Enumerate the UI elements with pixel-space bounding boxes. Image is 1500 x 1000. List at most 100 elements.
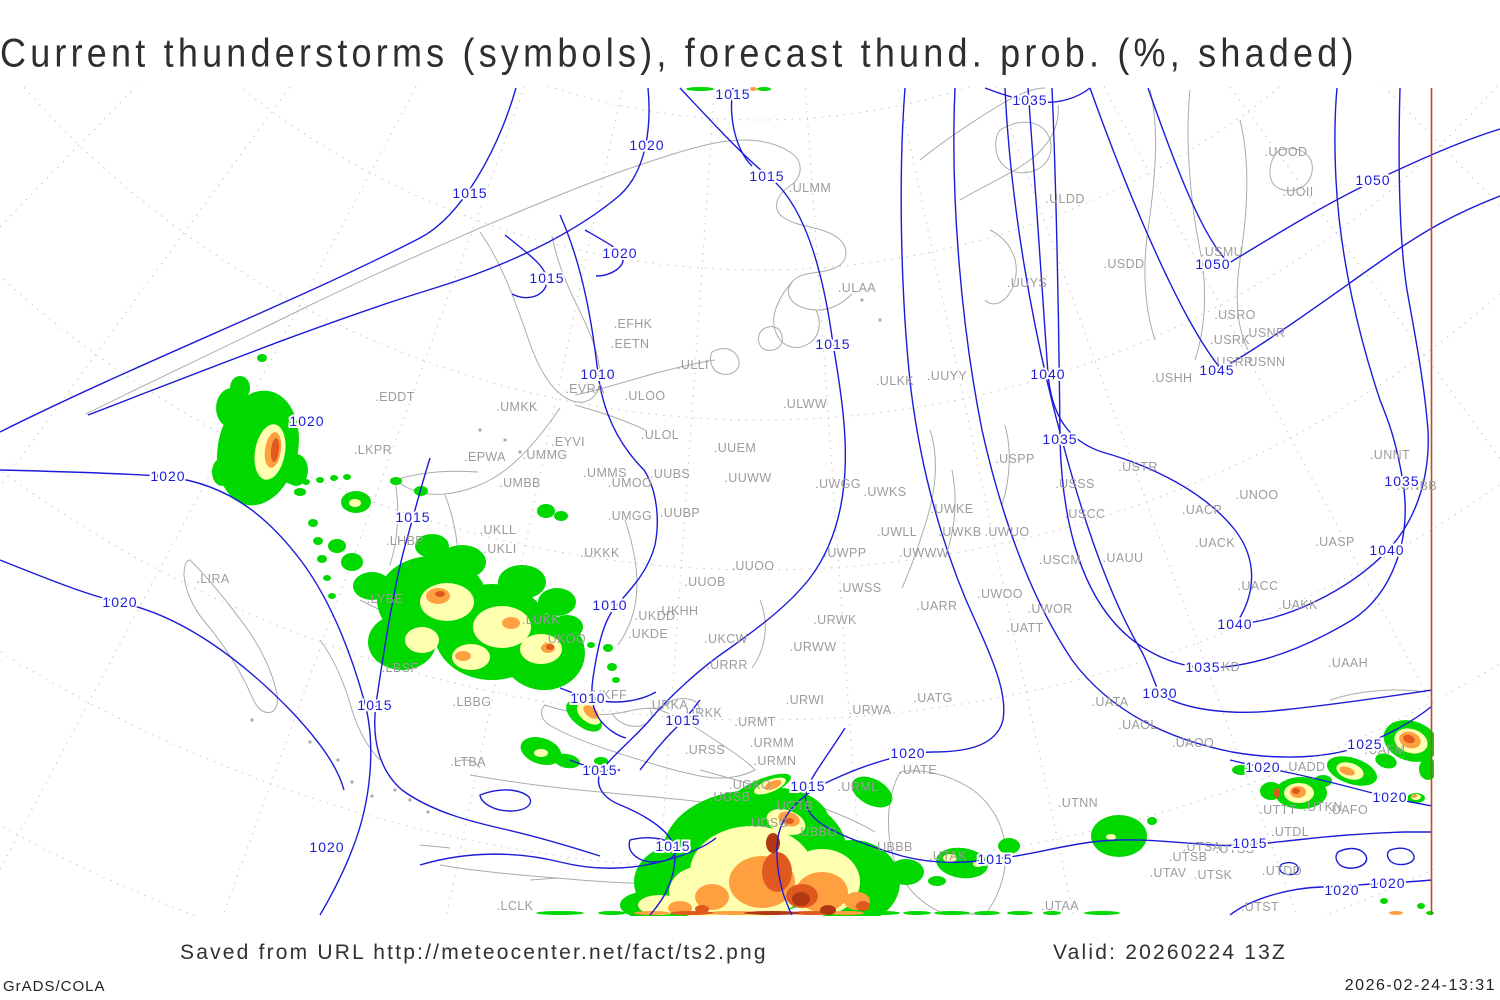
storm-probability-cell <box>598 911 626 915</box>
storm-probability-cell <box>353 572 391 600</box>
station-label: .UTAK <box>929 849 967 863</box>
station-label: .USDD <box>1104 257 1145 271</box>
storm-probability-cell <box>272 477 282 483</box>
coastline-path <box>85 142 716 415</box>
isobar-value-label: 1015 <box>665 712 700 728</box>
isobar-value-labels: 1015 1035 1020 1015 1050 1015 1020 1050 1015 1015… <box>100 84 1420 900</box>
isobar-value-label: 1015 <box>790 778 825 794</box>
station-label: .UGSB <box>710 790 751 804</box>
station-label: .EYVI <box>551 435 585 449</box>
isobar-value-label: 1015 <box>749 168 784 184</box>
coastline-path <box>709 348 740 375</box>
station-label: .UKCW <box>704 632 748 646</box>
storm-probability-cell <box>974 911 1000 915</box>
storm-probability-cell <box>1274 788 1280 798</box>
isobar-line <box>559 214 658 739</box>
isobar-line <box>1335 847 1368 869</box>
storm-probability-cell <box>534 749 548 757</box>
station-label: .URMT <box>734 715 776 729</box>
island-dot <box>878 318 882 322</box>
coastline-path <box>319 639 381 761</box>
island-dot <box>860 298 864 302</box>
coastline-path <box>394 470 479 481</box>
station-label: .UTTT <box>1259 803 1296 817</box>
station-label: .EDDT <box>375 390 415 404</box>
station-label: .UTST <box>1241 900 1279 914</box>
island-dot <box>308 740 312 744</box>
isobar-value-label: 1015 <box>655 838 690 854</box>
coastline-path <box>1187 89 1206 361</box>
station-label: .UAAH <box>1328 656 1368 670</box>
storm-probability-cell <box>1417 903 1425 909</box>
station-label: .UTDL <box>1271 825 1309 839</box>
station-label: .USHH <box>1152 371 1193 385</box>
isobar-line <box>1004 87 1433 713</box>
station-label: .UWGG <box>815 477 861 491</box>
station-label: .LIRA <box>196 572 230 586</box>
isobar-value-label: 1015 <box>529 270 564 286</box>
storm-probability-cell <box>749 87 757 91</box>
storm-probability-cell <box>762 852 792 892</box>
coastline-path <box>751 599 766 669</box>
storm-probability-cell <box>405 627 439 653</box>
storm-probability-cell <box>695 905 709 913</box>
station-label: .UTSA <box>1183 840 1222 854</box>
coastline-path <box>469 774 741 809</box>
storm-probability-cell <box>856 901 870 911</box>
station-label: .UTKN <box>1303 800 1343 814</box>
island-dot <box>426 810 430 814</box>
station-label: .UMBB <box>499 476 541 490</box>
coastline-path <box>919 87 1046 161</box>
storm-probability-cell <box>1411 794 1417 798</box>
coastline-path <box>758 326 783 351</box>
storm-probability-cell <box>316 477 324 483</box>
isobar-value-label: 1040 <box>1030 366 1065 382</box>
station-label: .USCC <box>1065 507 1106 521</box>
isobar-value-label: 1040 <box>1217 616 1252 632</box>
isobar-line <box>776 87 1005 916</box>
storm-probability-cell <box>1375 753 1397 769</box>
station-label: .UAKK <box>1278 598 1318 612</box>
station-label: .UAFO <box>1328 803 1368 817</box>
station-label: .UUWW <box>724 471 771 485</box>
isobar-line <box>374 457 601 857</box>
storm-probability-cell <box>230 376 250 400</box>
coastline-path <box>1001 424 1010 506</box>
coastline-path <box>899 770 1007 916</box>
storm-probability-cell <box>757 87 771 91</box>
station-label: .ULWW <box>783 397 827 411</box>
coastline-path <box>901 429 936 589</box>
station-label: .UDSG <box>747 816 789 830</box>
isobar-line <box>1229 759 1433 807</box>
storm-probability-cell <box>308 519 318 527</box>
isobar-line <box>569 759 621 772</box>
storm-probability-cell <box>286 478 296 484</box>
station-label: .ULDD <box>1045 192 1085 206</box>
isobar-value-label: 1020 <box>1370 875 1405 891</box>
isobar-line <box>639 699 701 771</box>
island-dot <box>408 798 412 802</box>
station-label: .UMMS <box>583 466 627 480</box>
storm-probability-cell <box>349 499 361 507</box>
station-label: .EFHK <box>614 317 653 331</box>
station-label: .ULMM <box>789 181 831 195</box>
storm-probability-cell <box>498 565 546 599</box>
station-label: .UAKD <box>1200 660 1240 674</box>
storm-probability-cell <box>328 593 336 599</box>
station-label: .UUEM <box>714 441 756 455</box>
station-label: .USMU <box>1201 245 1243 259</box>
isobar-value-label: 1020 <box>289 413 324 429</box>
coastline-path <box>541 704 756 779</box>
storm-probability-cell <box>1147 817 1157 825</box>
storm-probability-cell <box>828 911 864 915</box>
station-label: .URWA <box>849 703 892 717</box>
station-label: .UMGG <box>608 509 652 523</box>
station-label: .UKLI <box>483 542 516 556</box>
station-label: .LCLK <box>497 899 534 913</box>
station-label: .UWSS <box>839 581 882 595</box>
storm-probability-cell <box>864 911 900 915</box>
map-outside-blank <box>1434 697 1500 916</box>
station-label: .UAFM <box>1365 743 1406 757</box>
station-label: .UKDD <box>635 609 676 623</box>
isobar-line <box>0 559 345 791</box>
